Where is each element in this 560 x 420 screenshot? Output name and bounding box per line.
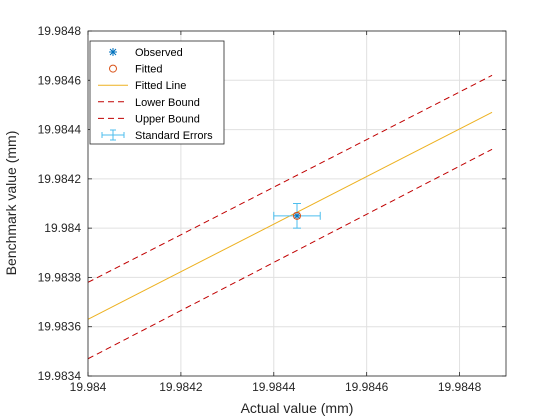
y-axis: 19.9834 19.9836 19.9838 19.984 19.9842 19.984… xyxy=(38,24,506,383)
legend-item-lower-bound: Lower Bound xyxy=(98,97,200,109)
y-tick-label: 19.9834 xyxy=(38,369,82,383)
y-axis-title: Benchmark value (mm) xyxy=(3,131,19,276)
y-tick-label: 19.984 xyxy=(44,221,81,235)
y-tick-label: 19.9844 xyxy=(38,123,82,137)
y-tick-label: 19.9848 xyxy=(38,24,82,38)
legend-label: Fitted xyxy=(135,64,163,76)
legend-swatch xyxy=(109,64,117,73)
legend-label: Observed xyxy=(135,47,183,59)
x-tick-label: 19.9846 xyxy=(345,380,389,394)
legend-swatch xyxy=(101,129,125,141)
upper-bound-line xyxy=(87,74,493,283)
legend-label: Standard Errors xyxy=(135,130,213,142)
x-tick-label: 19.9844 xyxy=(252,380,296,394)
observed-point xyxy=(293,211,301,220)
x-tick-label: 19.984 xyxy=(70,380,107,394)
asterisk-stroke xyxy=(293,212,301,220)
fitted-point xyxy=(293,211,301,220)
legend-label: Lower Bound xyxy=(135,97,200,109)
legend-swatch xyxy=(109,48,117,56)
y-tick-label: 19.9842 xyxy=(38,172,82,186)
legend: Observed Fitted Fitted Line Lower Bound Uppe… xyxy=(89,40,225,145)
asterisk-stroke xyxy=(109,48,117,56)
y-tick-label: 19.9838 xyxy=(38,270,82,284)
x-axis: 19.984 19.9842 19.9844 19.9846 19.9848 xyxy=(70,31,482,394)
x-tick-label: 19.9842 xyxy=(159,380,203,394)
grid xyxy=(87,30,506,377)
legend-item-fitted: Fitted xyxy=(109,64,163,76)
legend-item-fitted-line: Fitted Line xyxy=(98,80,186,92)
legend-item-upper-bound: Upper Bound xyxy=(98,113,200,125)
y-tick-label: 19.9846 xyxy=(38,73,82,87)
legend-box xyxy=(89,40,225,145)
legend-label: Upper Bound xyxy=(135,113,200,125)
legend-item-observed: Observed xyxy=(109,47,183,59)
legend-label: Fitted Line xyxy=(135,80,186,92)
x-axis-title: Actual value (mm) xyxy=(241,400,354,416)
axes-box xyxy=(87,30,507,377)
x-tick-label: 19.9848 xyxy=(438,380,482,394)
y-tick-label: 19.9836 xyxy=(38,320,82,334)
lower-bound-line xyxy=(87,148,493,360)
legend-item-standard-errors: Standard Errors xyxy=(101,129,213,142)
plot-area xyxy=(87,74,493,360)
